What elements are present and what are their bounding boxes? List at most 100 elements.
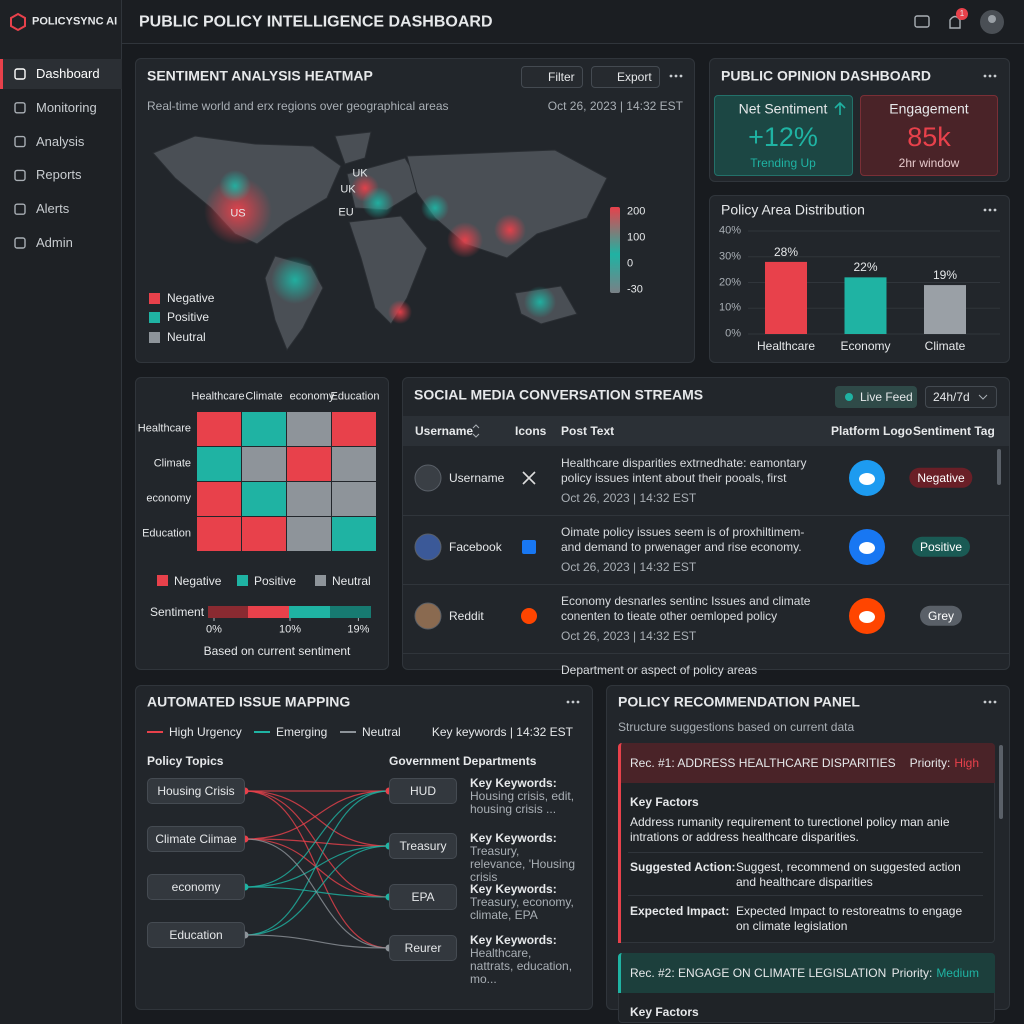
nav-item[interactable]: Monitoring (36, 100, 97, 115)
column-heading: Government Departments (389, 753, 537, 768)
rec-title: Rec. #2: ENGAGE ON CLIMATE LEGISLATION (630, 965, 887, 980)
topic-label[interactable]: Climate Ciimae (155, 831, 237, 846)
matrix-cell (242, 412, 286, 446)
topic-label[interactable]: Education (169, 927, 223, 942)
department-pill[interactable] (389, 884, 457, 910)
section-label: Key Factors (630, 1004, 699, 1019)
topic-label[interactable]: economy (171, 879, 221, 894)
range-select[interactable] (925, 386, 997, 408)
department-label[interactable]: HUD (410, 783, 436, 798)
legend-swatch (315, 575, 326, 586)
sentiment-hotspot (204, 177, 272, 245)
y-tick-label: 20% (718, 275, 741, 288)
value-label: 22% (853, 260, 878, 275)
region-label: UK (352, 167, 368, 180)
filter-button[interactable] (521, 66, 583, 88)
range-label[interactable]: 24h/7d (933, 389, 970, 404)
topic-pill[interactable] (147, 874, 245, 900)
export-button[interactable] (591, 66, 660, 88)
menu-dot (983, 700, 987, 704)
live-dot (845, 393, 853, 401)
scale-tick-label: 200 (627, 205, 646, 218)
menu-dot (674, 74, 678, 78)
department-label[interactable]: Reurer (404, 940, 442, 955)
topic-pill[interactable] (147, 778, 245, 804)
nav-item[interactable]: Admin (36, 235, 73, 251)
connection (244, 838, 390, 898)
sentiment-hotspot (494, 214, 526, 246)
legend-label: High Urgency (169, 724, 242, 739)
sentiment-scale-segment (208, 606, 249, 618)
connection (244, 790, 390, 840)
department-pill[interactable] (389, 935, 457, 961)
connection (244, 790, 390, 936)
rec-priority: Medium (936, 965, 979, 980)
connection (244, 790, 390, 949)
menu-dot (988, 208, 992, 212)
legend-label: Negative (167, 290, 215, 305)
keywords-text: Housing crisis, edit, housing crisis ... (470, 789, 575, 816)
keywords-label: Key Keywords: (470, 881, 557, 896)
bar (924, 285, 966, 334)
username: Facebook (449, 539, 502, 554)
connection (244, 886, 390, 898)
section-label: Expected Impact: (630, 903, 730, 918)
subtitle: Structure suggestions based on current d… (618, 719, 855, 734)
live-feed-button[interactable] (835, 386, 917, 408)
sentiment-hotspot (447, 222, 483, 258)
subtitle: Real-time world and erx regions over geo… (147, 98, 449, 113)
nav-icon (14, 203, 26, 215)
department-label[interactable]: EPA (411, 889, 435, 904)
avatar-head (988, 15, 996, 23)
value-label: 28% (773, 244, 799, 259)
nav-icon (14, 135, 26, 148)
scale-tick-label: -30 (627, 283, 643, 296)
username: Reddit (449, 608, 484, 623)
section-label: Key Factors (630, 794, 699, 809)
topic-pill[interactable] (147, 922, 245, 948)
sentiment-hotspot (219, 170, 251, 202)
menu-dot (679, 74, 683, 78)
matrix-cell (197, 447, 241, 481)
matrix-cell (197, 482, 241, 516)
column-heading: Policy Topics (147, 753, 224, 768)
platform-logo-glyph (859, 473, 875, 485)
live-feed-label[interactable]: Live Feed (860, 389, 913, 404)
bell-icon (949, 15, 961, 29)
nav-item[interactable]: Dashboard (36, 66, 100, 82)
card-label: Net Sentiment (738, 100, 828, 117)
scale-tick-label: 0% (206, 623, 222, 636)
row-label: Education (142, 527, 191, 540)
x-tick-label: Economy (840, 338, 891, 353)
sentiment-tag: Grey (919, 605, 963, 627)
value-label: 19% (932, 267, 958, 282)
menu-dot (988, 700, 992, 704)
row-divider (403, 584, 1009, 585)
heatmap-panel (135, 58, 695, 363)
connection (244, 845, 390, 936)
post-text: Department or aspect of policy areas (561, 663, 758, 677)
note: Based on current sentiment (203, 643, 351, 658)
legend-label: Negative (174, 573, 222, 588)
topic-pill[interactable] (147, 826, 245, 852)
trend-arrow (834, 101, 846, 115)
action-text: Suggest, recommend on suggested action a… (736, 860, 961, 889)
department-label[interactable]: Treasury (399, 838, 447, 853)
legend-label: Neutral (332, 573, 371, 588)
nav-item[interactable]: Reports (36, 167, 82, 183)
department-pill[interactable] (389, 833, 457, 859)
department-pill[interactable] (389, 778, 457, 804)
nav-item[interactable]: Alerts (36, 201, 70, 217)
export-label[interactable]: Export (617, 69, 652, 84)
nav-icon (14, 102, 26, 114)
legend-label: Emerging (276, 724, 328, 739)
username: Username (449, 470, 505, 485)
section-label: Suggested Action: (630, 859, 736, 874)
platform-icon (522, 540, 536, 554)
scale-tick-label: 19% (347, 623, 370, 636)
legend-swatch (237, 575, 248, 586)
nav-item[interactable]: Analysis (36, 133, 85, 149)
filter-label[interactable]: Filter (548, 69, 575, 84)
rec-card-header (618, 743, 995, 783)
topic-label[interactable]: Housing Crisis (157, 783, 235, 798)
